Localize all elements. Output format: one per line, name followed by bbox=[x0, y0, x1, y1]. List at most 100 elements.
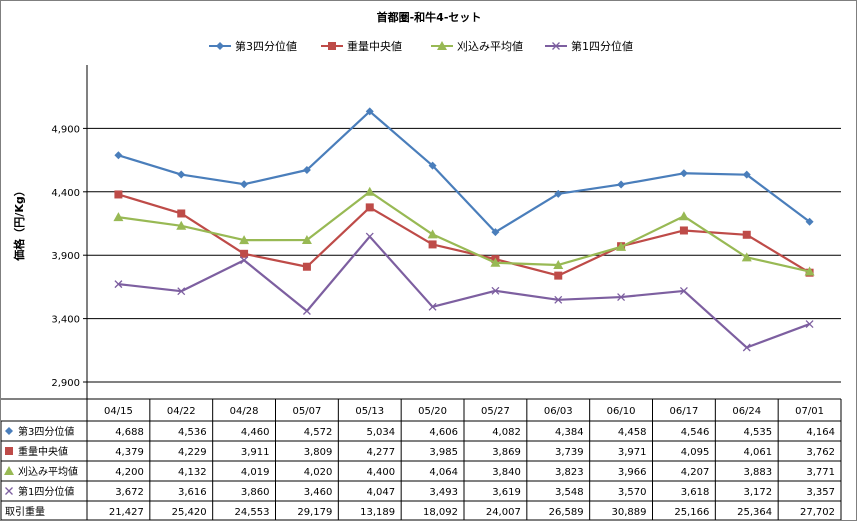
data-point bbox=[491, 286, 500, 295]
x-tick-label: 04/22 bbox=[167, 406, 196, 417]
legend-label: 第3四分位値 bbox=[235, 39, 297, 53]
data-point bbox=[365, 203, 374, 212]
x-tick-label: 06/10 bbox=[607, 406, 636, 417]
table-cell: 3,966 bbox=[618, 467, 647, 478]
series-line bbox=[118, 110, 811, 234]
table-cell: 4,535 bbox=[744, 427, 773, 438]
y-tick-label: 3,900 bbox=[51, 251, 80, 262]
table-cell: 3,616 bbox=[178, 487, 207, 498]
table-cell: 29,179 bbox=[297, 507, 332, 518]
legend-marker bbox=[437, 41, 447, 50]
data-point bbox=[491, 228, 500, 237]
data-point bbox=[679, 286, 688, 295]
table-cell: 3,548 bbox=[555, 487, 584, 498]
table-cell: 4,082 bbox=[492, 427, 521, 438]
table-cell: 3,971 bbox=[618, 447, 647, 458]
table-row-label: 刈込み平均値 bbox=[18, 465, 78, 478]
data-point bbox=[428, 302, 437, 311]
data-point bbox=[617, 293, 626, 302]
table-cell: 3,840 bbox=[492, 467, 521, 478]
data-point bbox=[114, 280, 123, 289]
table-cell: 4,606 bbox=[429, 427, 458, 438]
data-point bbox=[617, 180, 626, 189]
legend-item: 第1四分位値 bbox=[545, 39, 633, 53]
table-cell: 3,860 bbox=[241, 487, 270, 498]
data-point bbox=[490, 257, 501, 267]
series-3 bbox=[113, 186, 815, 276]
table-cell: 25,364 bbox=[737, 507, 772, 518]
data-point bbox=[113, 212, 124, 222]
data-point bbox=[177, 287, 186, 296]
data-point bbox=[742, 230, 751, 239]
table-cell: 4,400 bbox=[367, 467, 396, 478]
grid-lines bbox=[86, 65, 841, 399]
series-4 bbox=[114, 232, 814, 352]
table-cell: 3,739 bbox=[555, 447, 584, 458]
table-cell: 3,823 bbox=[555, 467, 584, 478]
table-cell: 3,911 bbox=[241, 447, 270, 458]
y-tick-label: 4,400 bbox=[51, 188, 80, 199]
data-point bbox=[302, 262, 311, 271]
table-cell: 4,688 bbox=[115, 427, 144, 438]
table-cell: 4,164 bbox=[806, 427, 835, 438]
data-point bbox=[364, 186, 375, 196]
table-cell: 24,553 bbox=[235, 507, 270, 518]
table-cell: 4,095 bbox=[681, 447, 710, 458]
data-point bbox=[805, 217, 814, 226]
table-cell: 5,034 bbox=[367, 427, 396, 438]
table-legend-key bbox=[5, 427, 13, 435]
data-point bbox=[679, 226, 688, 235]
legend-item: 刈込み平均値 bbox=[431, 40, 523, 53]
table-row-label: 第1四分位値 bbox=[18, 485, 74, 498]
data-table: 04/15 04/22 04/28 05/07 05/13 05/20 05/27 06/03… bbox=[1, 398, 842, 520]
data-point bbox=[428, 161, 437, 170]
data-point bbox=[616, 241, 627, 251]
series-line bbox=[118, 193, 811, 277]
x-tick-label: 06/24 bbox=[732, 406, 761, 417]
table-cell: 4,207 bbox=[681, 467, 710, 478]
data-point bbox=[742, 343, 751, 352]
table-cell: 3,771 bbox=[806, 467, 835, 478]
legend-marker bbox=[328, 42, 336, 50]
table-cell: 4,020 bbox=[304, 467, 333, 478]
legend-item: 重量中央値 bbox=[321, 39, 402, 53]
table-cell: 3,172 bbox=[744, 487, 773, 498]
table-cell: 3,869 bbox=[492, 447, 521, 458]
series-group bbox=[113, 107, 815, 352]
legend-marker bbox=[552, 42, 560, 50]
x-tick-label: 07/01 bbox=[795, 406, 824, 417]
legend-label: 刈込み平均値 bbox=[457, 40, 523, 53]
y-axis-label: 価格（円/Kg） bbox=[12, 185, 26, 261]
series-1 bbox=[114, 107, 814, 237]
table-cell: 4,546 bbox=[681, 427, 710, 438]
x-tick-label: 05/07 bbox=[293, 406, 322, 417]
table-cell: 3,762 bbox=[806, 447, 835, 458]
series-line bbox=[118, 190, 810, 273]
table-cell: 3,618 bbox=[681, 487, 710, 498]
data-point bbox=[240, 180, 249, 189]
table-cell: 3,493 bbox=[429, 487, 458, 498]
y-tick-label: 4,900 bbox=[51, 124, 80, 135]
data-point bbox=[302, 165, 311, 174]
data-point bbox=[365, 107, 374, 116]
table-cell: 4,384 bbox=[555, 427, 584, 438]
data-point bbox=[679, 169, 688, 178]
table-cell: 4,277 bbox=[367, 447, 396, 458]
legend-label: 第1四分位値 bbox=[571, 39, 633, 53]
table-cell: 3,357 bbox=[806, 487, 835, 498]
table-cell: 4,064 bbox=[429, 467, 458, 478]
table-cell: 3,883 bbox=[744, 467, 773, 478]
table-cell: 4,379 bbox=[115, 447, 144, 458]
table-legend-key bbox=[5, 447, 13, 455]
table-cell: 4,019 bbox=[241, 467, 270, 478]
table-cell: 13,189 bbox=[360, 507, 395, 518]
chart-title: 首都圏-和牛4-セット bbox=[377, 10, 482, 24]
data-point bbox=[678, 211, 689, 221]
table-cell: 4,200 bbox=[115, 467, 144, 478]
table-cell: 27,702 bbox=[800, 507, 835, 518]
data-point bbox=[741, 252, 752, 262]
data-point bbox=[302, 307, 311, 315]
x-tick-label: 05/27 bbox=[481, 406, 510, 417]
